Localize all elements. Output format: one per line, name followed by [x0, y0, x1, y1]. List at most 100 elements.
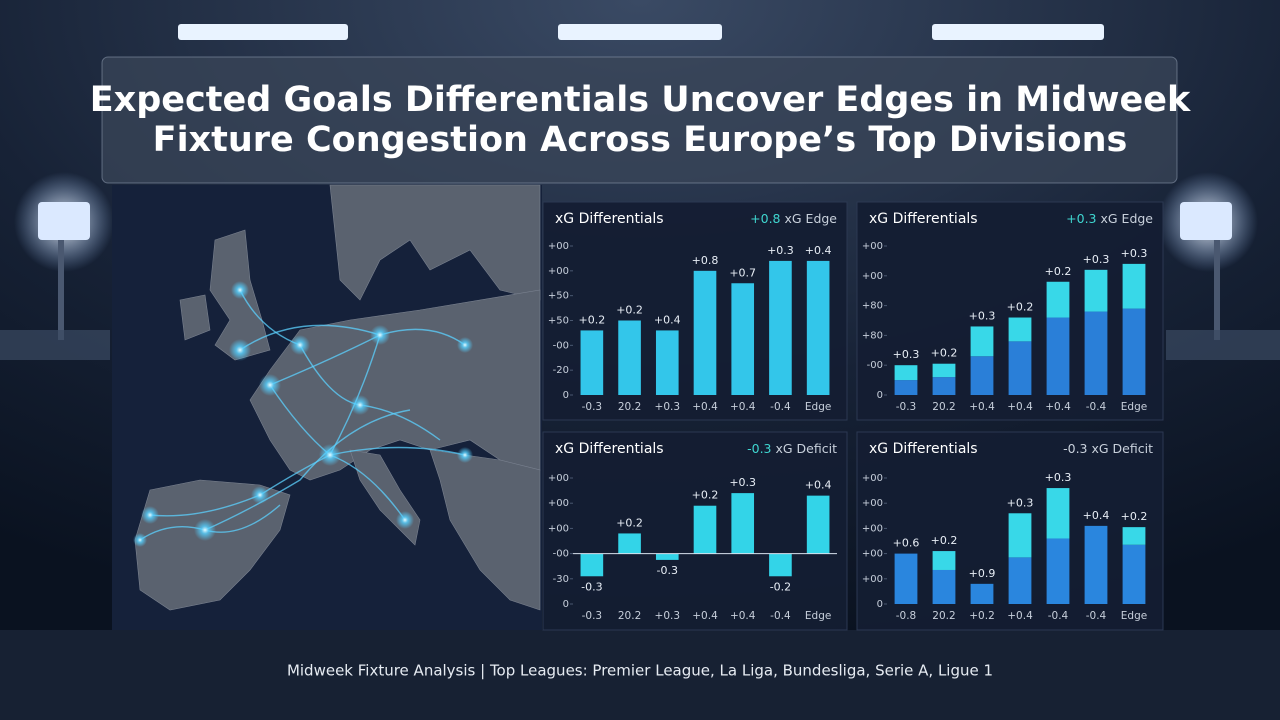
y-tick-label: -00 — [553, 340, 569, 351]
title-line: Expected Goals Differentials Uncover Edg… — [90, 80, 1191, 120]
bar — [693, 505, 717, 554]
bar — [731, 283, 755, 395]
iberia — [134, 479, 291, 611]
floodlights — [0, 172, 1280, 360]
city-node — [231, 281, 249, 299]
bar — [932, 363, 956, 378]
chart-title: xG Differentials — [869, 211, 978, 227]
bar — [1122, 527, 1146, 545]
bar-label: +0.2 — [1045, 265, 1072, 278]
y-tick-label: -30 — [553, 574, 569, 585]
y-tick-label: +00 — [548, 266, 569, 277]
x-tick-label: Edge — [805, 401, 831, 413]
bar-label: +0.6 — [893, 537, 920, 550]
bar-label: +0.2 — [616, 304, 643, 317]
map — [112, 184, 542, 630]
bar — [932, 551, 956, 570]
bar-label: +0.2 — [1007, 301, 1034, 314]
scandinavia — [329, 184, 541, 301]
bar — [1046, 538, 1070, 604]
bar — [655, 330, 679, 395]
bar — [970, 583, 994, 604]
chart-panel: xG Differentials +0.3 xG Edge 0 -00 +80 +80 +0… — [856, 201, 1164, 421]
x-tick-label: +0.2 — [969, 610, 995, 622]
y-tick-label: -00 — [553, 549, 569, 560]
city-node — [251, 486, 269, 504]
bar — [1122, 544, 1146, 604]
city-node — [370, 325, 390, 345]
bar — [1008, 317, 1032, 342]
bar — [1084, 311, 1108, 395]
bar-label: +0.9 — [969, 567, 996, 580]
city-node — [290, 335, 310, 355]
y-tick-label: 0 — [563, 599, 569, 610]
badge-value: +0.3 — [1066, 211, 1096, 226]
x-tick-label: -0.4 — [1048, 610, 1069, 622]
floodlight-pole — [1214, 240, 1220, 340]
y-tick-label: 0 — [563, 390, 569, 401]
ceiling-lights — [178, 24, 1104, 40]
city-node — [457, 447, 473, 463]
bar — [1122, 263, 1146, 309]
bar — [1046, 281, 1070, 318]
bar-label: +0.3 — [1083, 253, 1110, 266]
x-tick-label: +0.4 — [730, 401, 756, 413]
bar — [932, 569, 956, 604]
badge-text: xG Edge — [1100, 211, 1153, 226]
ceiling-light — [558, 24, 722, 40]
bar — [806, 495, 830, 554]
x-tick-label: +0.4 — [692, 401, 718, 413]
bar-label: +0.4 — [1083, 509, 1110, 522]
badge-value: -0.3 — [747, 441, 771, 456]
y-tick-label: -20 — [553, 365, 569, 376]
stand — [1166, 330, 1280, 360]
bar-label: +0.3 — [1007, 496, 1034, 509]
city-node — [259, 374, 281, 396]
x-tick-label: +0.4 — [969, 401, 995, 413]
bar — [618, 320, 641, 395]
bar — [618, 533, 641, 554]
footer: Midweek Fixture Analysis | Top Leagues: … — [287, 662, 993, 680]
bar — [769, 553, 792, 577]
chart-panel: xG Differentials -0.3 xG Deficit 0 +00 +00 +0… — [856, 431, 1164, 631]
bar-label: +0.2 — [931, 347, 958, 360]
city-node — [396, 511, 414, 529]
chart-panel: xG Differentials +0.8 xG Edge 0 -20 -00 +50 +5… — [542, 201, 848, 421]
bar-label: +0.3 — [893, 348, 920, 361]
stand — [0, 330, 110, 360]
city-node — [133, 533, 147, 547]
bar-label: +0.2 — [616, 516, 643, 529]
bar-label: +0.8 — [692, 254, 719, 267]
badge-text: xG Deficit — [1092, 441, 1154, 456]
bar — [1008, 341, 1032, 395]
chart-title: xG Differentials — [555, 211, 664, 227]
bar-label: +0.3 — [1121, 247, 1148, 260]
bar-label: +0.2 — [692, 489, 719, 502]
bar-label: +0.2 — [1121, 510, 1148, 523]
bar — [1122, 308, 1146, 395]
bar — [580, 553, 604, 577]
bar-label: +0.2 — [931, 534, 958, 547]
balkans — [429, 449, 541, 611]
bar — [731, 493, 755, 554]
bar-label: -0.3 — [657, 564, 678, 577]
bar-label: +0.3 — [969, 309, 996, 322]
y-tick-label: +50 — [548, 291, 569, 302]
y-tick-label: 0 — [877, 599, 883, 610]
y-tick-label: +00 — [862, 523, 883, 534]
x-tick-label: -0.4 — [770, 610, 791, 622]
badge-text: xG Deficit — [776, 441, 838, 456]
badge: +0.3 xG Edge — [1066, 211, 1153, 226]
bar-label: +0.4 — [654, 313, 681, 326]
y-tick-label: +00 — [548, 241, 569, 252]
title-box — [101, 56, 1178, 184]
bar — [932, 377, 956, 395]
bar-label: +0.4 — [805, 244, 832, 257]
y-tick-label: +00 — [548, 498, 569, 509]
bar — [806, 260, 830, 395]
badge: -0.3 xG Deficit — [1063, 441, 1153, 456]
bar — [655, 553, 679, 560]
bar-label: +0.3 — [729, 476, 756, 489]
x-tick-label: 20.2 — [932, 401, 955, 413]
